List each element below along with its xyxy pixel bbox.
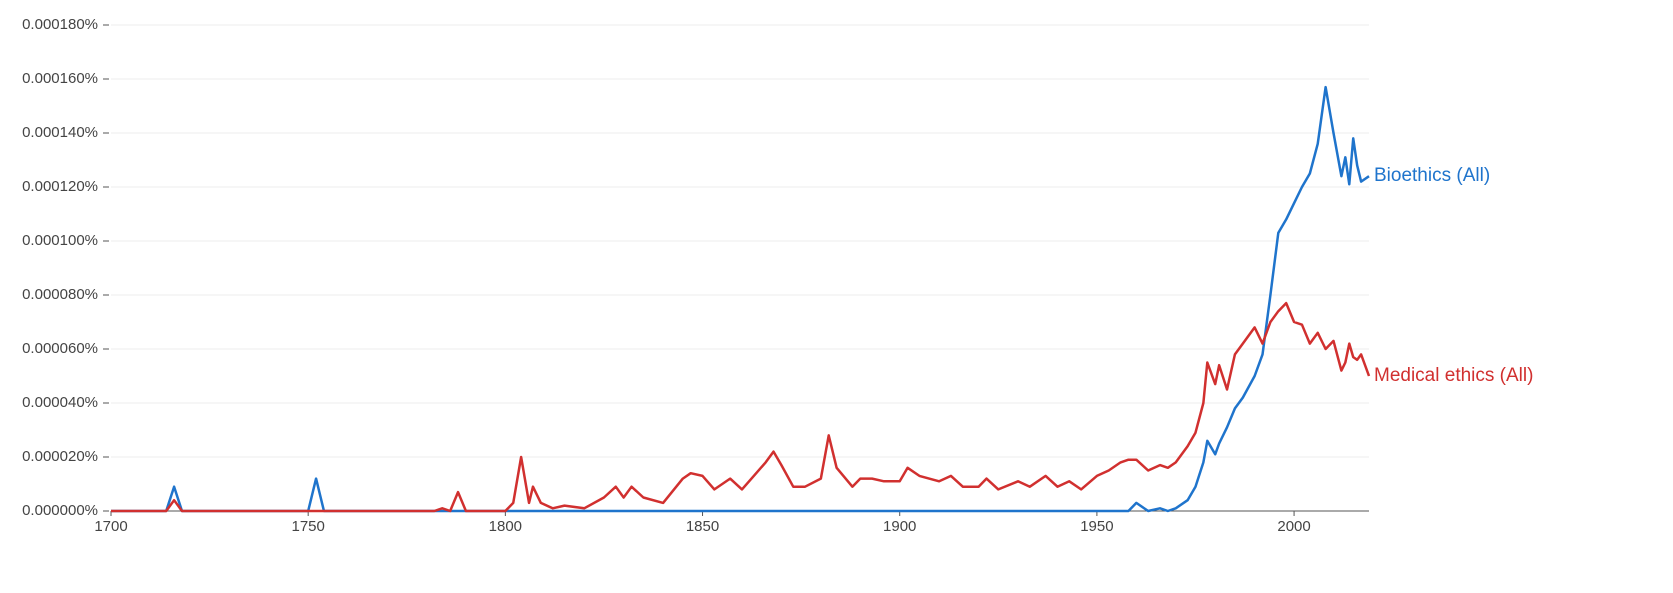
y-tick-label: 0.000100%: [22, 232, 98, 249]
series-label: Medical ethics (All): [1374, 365, 1533, 386]
series-line: [111, 85, 1370, 513]
x-tick-label: 1850: [686, 518, 719, 535]
x-tick-label: 2000: [1277, 518, 1310, 535]
y-tick-label: 0.000040%: [22, 394, 98, 411]
x-tick-label: 1700: [94, 518, 127, 535]
y-tick-label: 0.000120%: [22, 178, 98, 195]
y-tick-label: 0.000000%: [22, 502, 98, 519]
x-tick-label: 1800: [489, 518, 522, 535]
y-tick-label: 0.000020%: [22, 448, 98, 465]
y-tick-label: 0.000060%: [22, 340, 98, 357]
y-tick-label: 0.000140%: [22, 124, 98, 141]
y-tick-label: 0.000160%: [22, 70, 98, 87]
y-tick-label: 0.000080%: [22, 286, 98, 303]
x-tick-label: 1750: [291, 518, 324, 535]
x-tick-label: 1900: [883, 518, 916, 535]
series-label: Bioethics (All): [1374, 165, 1490, 186]
series-line: [111, 301, 1371, 513]
x-tick-label: 1950: [1080, 518, 1113, 535]
y-tick-label: 0.000180%: [22, 16, 98, 33]
